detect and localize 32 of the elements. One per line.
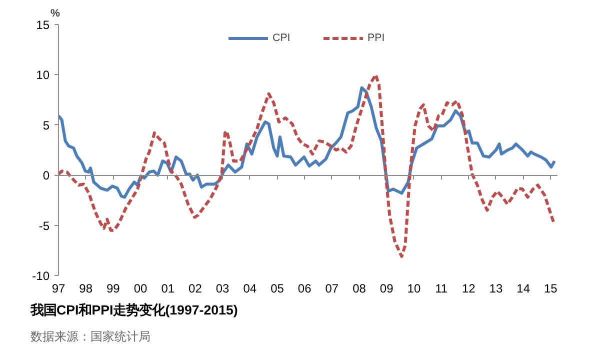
y-tick-label: 0	[42, 168, 50, 183]
x-tick-label: 02	[188, 282, 202, 296]
x-tick-label: 97	[52, 282, 66, 296]
legend-label: CPI	[272, 32, 292, 44]
source-note: 数据来源：国家统计局	[30, 330, 150, 344]
legend-label: PPI	[368, 32, 386, 44]
x-tick-label: 06	[298, 282, 312, 296]
y-axis-title: %	[50, 8, 60, 20]
x-tick-label: 09	[380, 282, 394, 296]
x-tick-label: 05	[270, 282, 284, 296]
x-tick-label: 13	[489, 282, 503, 296]
x-tick-label: 10	[407, 282, 421, 296]
y-tick-label: -5	[38, 218, 50, 233]
x-tick-label: 00	[134, 282, 148, 296]
y-tick-label: 10	[36, 68, 50, 82]
x-tick-label: 14	[516, 282, 530, 296]
x-tick-label: 98	[79, 282, 93, 296]
y-tick-label: 5	[42, 118, 50, 132]
x-tick-label: 01	[161, 282, 175, 296]
x-tick-label: 04	[243, 282, 257, 296]
y-tick-label: -10	[32, 269, 50, 283]
line-series	[58, 73, 556, 258]
x-tick-label: 15	[544, 282, 558, 296]
x-tick-label: 11	[435, 282, 448, 296]
x-tick-label: 08	[352, 282, 366, 296]
text: 我国CPI和PPI走势变化(1997-2015)	[30, 302, 238, 318]
line-series	[58, 86, 556, 199]
x-tick-label: 03	[216, 282, 230, 296]
x-tick-label: 07	[325, 282, 339, 296]
x-tick-label: 12	[462, 282, 476, 296]
x-tick-label: 99	[106, 282, 120, 296]
y-tick-label: 15	[36, 18, 50, 32]
